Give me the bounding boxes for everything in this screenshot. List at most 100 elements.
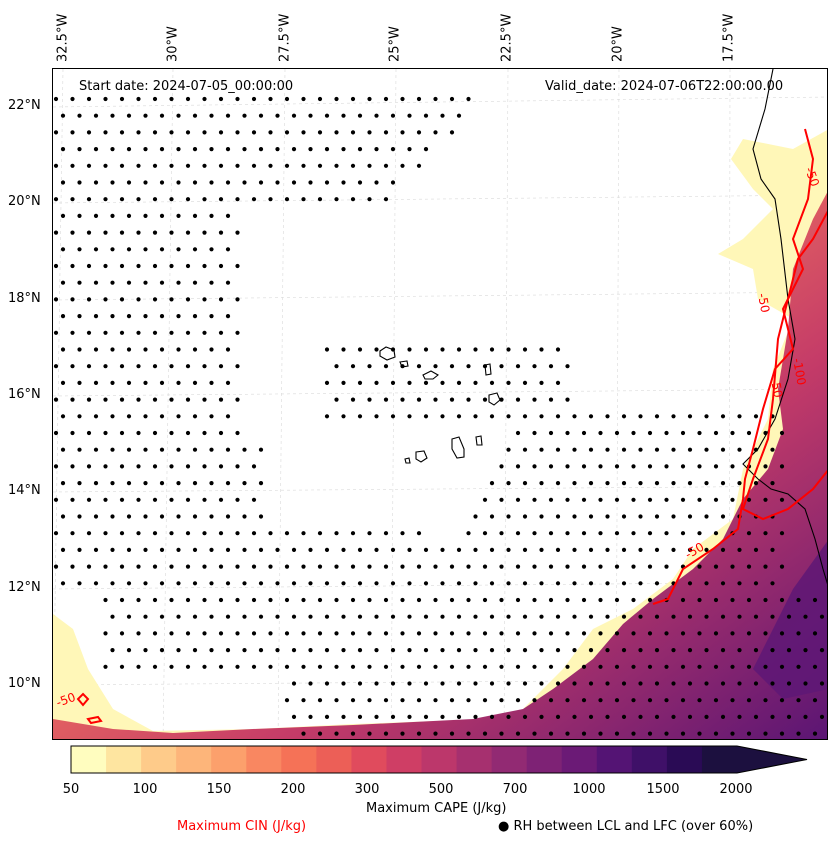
rh-dot (522, 447, 528, 452)
rh-dot (680, 731, 686, 736)
colorbar-tick-label: 300 (354, 782, 380, 797)
rh-dot (169, 631, 174, 636)
rh-dot (572, 648, 577, 653)
rh-dot (159, 547, 165, 552)
rh-dot (631, 664, 636, 669)
rh-dot (605, 681, 610, 686)
rh-dot (126, 514, 132, 519)
rh-dot (103, 163, 108, 168)
rh-dot (572, 514, 577, 519)
rh-dot (126, 547, 132, 552)
rh-dot (169, 464, 174, 469)
rh-dot (143, 447, 148, 452)
island-sao-nicolau (422, 370, 439, 380)
rh-dot (539, 347, 544, 352)
rh-dot (737, 714, 742, 720)
rh-dot (119, 464, 125, 469)
rh-dot (515, 464, 521, 469)
rh-dot (258, 180, 264, 185)
rh-dot (671, 481, 676, 486)
rh-dot (449, 631, 455, 636)
rh-dot (654, 414, 660, 419)
rh-dot (456, 581, 462, 586)
rh-dot (796, 698, 801, 703)
rh-dot (86, 197, 92, 202)
rh-dot (489, 714, 495, 720)
contour-label: -100 (790, 357, 809, 386)
rh-dot (763, 698, 768, 703)
rh-dot (654, 514, 660, 519)
rh-dot (440, 714, 445, 720)
rh-dot (746, 430, 752, 436)
colorbar-tick-label: 200 (280, 782, 306, 797)
rh-dot (664, 464, 669, 469)
rh-dot (664, 531, 669, 536)
rh-dot (357, 581, 363, 586)
rh-dot (638, 481, 643, 486)
rh-dot (185, 330, 191, 335)
rh-dot (110, 247, 115, 252)
rh-dot (687, 714, 693, 720)
rh-dot (258, 447, 264, 452)
rh-dot (152, 263, 158, 269)
rh-dot (753, 648, 759, 653)
rh-dot (268, 531, 273, 536)
rh-dot (350, 597, 356, 603)
rh-dot (119, 197, 125, 202)
rh-dot (647, 631, 653, 636)
rh-dot (70, 397, 75, 402)
rh-dot (687, 648, 693, 653)
rh-dot (720, 581, 726, 586)
rh-dot (53, 430, 59, 436)
rh-dot (53, 531, 59, 536)
rh-dot (737, 447, 742, 452)
rh-dot (136, 263, 141, 269)
rh-dot (763, 631, 768, 636)
rh-dot (704, 547, 709, 552)
rh-dot (416, 163, 422, 168)
rh-dot (60, 447, 66, 452)
rh-dot (126, 581, 132, 586)
rh-dot (258, 547, 264, 552)
rh-dot (70, 230, 75, 235)
rh-dot (225, 314, 231, 319)
rh-dot (819, 614, 825, 619)
rh-dot (423, 614, 429, 619)
rh-dot (185, 163, 191, 168)
lat-label: 14°N (8, 483, 41, 498)
rh-dot (136, 163, 141, 168)
rh-dot (235, 664, 240, 669)
rh-dot (119, 664, 125, 669)
rh-dot (291, 147, 297, 152)
rh-dot (143, 547, 148, 552)
rh-dot (407, 714, 412, 720)
start-date-label: Start date: 2024-07-05_00:00:00 (79, 79, 294, 94)
gridline (53, 194, 827, 204)
rh-dot (638, 648, 643, 653)
rh-dot (522, 581, 528, 586)
rh-dot (704, 681, 709, 686)
rh-dot (209, 147, 214, 152)
rh-dot (680, 631, 686, 636)
cape-area-main (53, 192, 827, 739)
rh-dot (341, 714, 346, 720)
rh-dot (143, 314, 148, 319)
rh-dot (60, 314, 66, 319)
rh-dot (159, 614, 165, 619)
rh-dot (176, 314, 181, 319)
rh-dot (522, 648, 528, 653)
rh-dot (400, 96, 405, 102)
rh-dot (423, 113, 429, 118)
rh-dot (588, 547, 594, 552)
rh-dot (126, 447, 132, 452)
rh-dot (687, 447, 693, 452)
rh-dot (621, 447, 627, 452)
rh-dot (110, 347, 115, 352)
rh-dot (763, 664, 768, 669)
rh-dot (614, 664, 620, 669)
rh-dot (218, 631, 224, 636)
rh-dot (763, 531, 768, 536)
rh-dot (522, 481, 528, 486)
rh-dot (218, 497, 224, 502)
rh-dot (176, 180, 181, 185)
